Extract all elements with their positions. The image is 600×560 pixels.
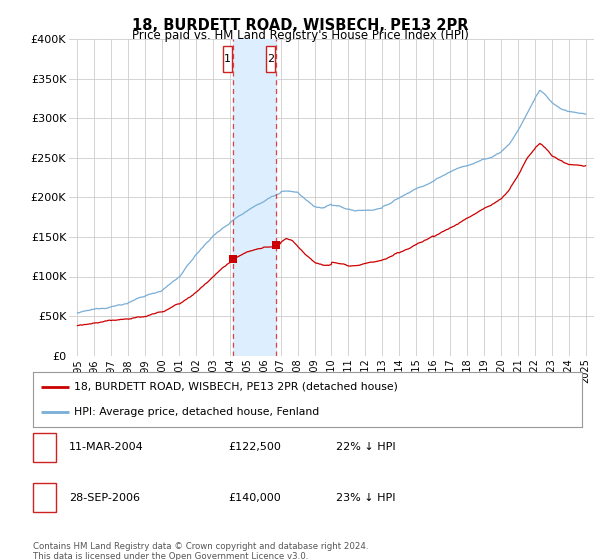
Text: £140,000: £140,000	[228, 493, 281, 503]
Text: 18, BURDETT ROAD, WISBECH, PE13 2PR: 18, BURDETT ROAD, WISBECH, PE13 2PR	[132, 18, 468, 33]
FancyBboxPatch shape	[223, 45, 232, 72]
Text: Price paid vs. HM Land Registry's House Price Index (HPI): Price paid vs. HM Land Registry's House …	[131, 29, 469, 42]
Text: 11-MAR-2004: 11-MAR-2004	[69, 442, 144, 452]
Text: 23% ↓ HPI: 23% ↓ HPI	[336, 493, 395, 503]
Text: 18, BURDETT ROAD, WISBECH, PE13 2PR (detached house): 18, BURDETT ROAD, WISBECH, PE13 2PR (det…	[74, 382, 398, 391]
FancyBboxPatch shape	[266, 45, 275, 72]
Text: HPI: Average price, detached house, Fenland: HPI: Average price, detached house, Fenl…	[74, 407, 319, 417]
Text: 1: 1	[224, 54, 231, 64]
Text: 28-SEP-2006: 28-SEP-2006	[69, 493, 140, 503]
Text: £122,500: £122,500	[228, 442, 281, 452]
Text: 2: 2	[41, 493, 48, 503]
Text: 1: 1	[41, 442, 48, 452]
Bar	[233, 39, 276, 356]
Text: 2: 2	[267, 54, 274, 64]
Text: Contains HM Land Registry data © Crown copyright and database right 2024.
This d: Contains HM Land Registry data © Crown c…	[33, 542, 368, 560]
Text: 22% ↓ HPI: 22% ↓ HPI	[336, 442, 395, 452]
